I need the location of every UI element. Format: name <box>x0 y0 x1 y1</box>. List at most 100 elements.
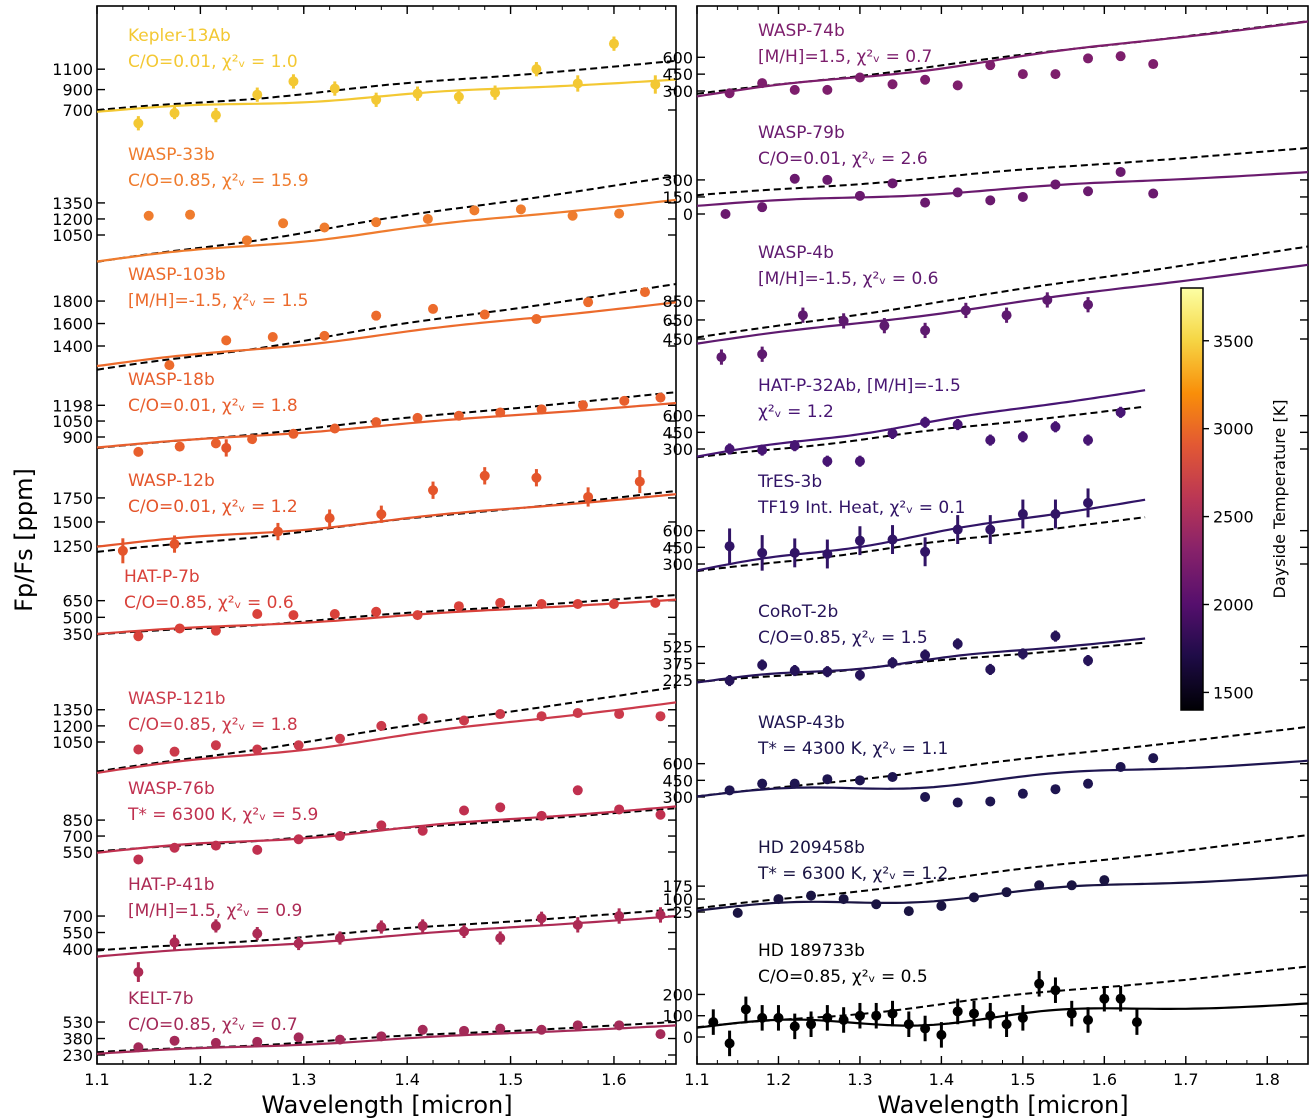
data-point <box>757 547 768 558</box>
data-point <box>1001 887 1012 898</box>
data-point <box>1050 509 1061 519</box>
data-point <box>822 666 833 677</box>
data-point <box>838 894 849 905</box>
data-point <box>495 597 506 608</box>
data-point <box>133 1042 144 1053</box>
y-tick-label: 1100 <box>52 60 93 79</box>
data-point <box>412 88 423 99</box>
data-point <box>329 83 340 94</box>
x-axis-label-right: Wavelength [micron] <box>877 1091 1128 1119</box>
y-axis-label: Fp/Fs [ppm] <box>10 468 38 612</box>
data-point <box>376 509 387 520</box>
y-tick-label: 300 <box>662 171 693 190</box>
y-tick-label: 600 <box>662 407 693 426</box>
y-tick-label: 450 <box>662 423 693 442</box>
data-point <box>985 664 996 675</box>
data-point <box>952 797 963 808</box>
data-point <box>210 1037 221 1048</box>
data-point <box>288 428 299 439</box>
y-tick-label: 100 <box>662 1007 693 1026</box>
planet-fit-label: C/O=0.85, χ²ᵥ = 0.6 <box>124 593 294 613</box>
data-point <box>952 1006 963 1017</box>
data-point <box>376 820 387 831</box>
data-point <box>319 330 330 341</box>
y-tick-label: 700 <box>62 907 93 926</box>
data-point <box>324 513 335 524</box>
data-point <box>495 933 506 944</box>
y-tick-label: 1200 <box>52 210 93 229</box>
data-point <box>871 1010 882 1021</box>
data-point <box>920 546 931 557</box>
model-curve <box>96 805 677 854</box>
data-point <box>133 118 144 129</box>
data-point <box>572 785 583 796</box>
data-point <box>495 709 506 720</box>
data-point <box>1083 497 1094 508</box>
x-tick-label: 1.8 <box>1255 1070 1280 1089</box>
y-tick-label: 450 <box>662 538 693 557</box>
planet-fit-label: C/O=0.01, χ²ᵥ = 1.0 <box>128 52 298 72</box>
data-point <box>650 79 661 90</box>
data-point <box>371 94 382 105</box>
planet-fit-label: [M/H]=-1.5, χ²ᵥ = 1.5 <box>128 291 308 311</box>
data-point <box>732 907 743 918</box>
data-point <box>920 74 931 85</box>
data-point <box>920 792 931 802</box>
data-point <box>376 720 387 731</box>
data-point <box>797 310 808 321</box>
data-point <box>210 625 221 636</box>
data-point <box>1050 784 1061 795</box>
data-point <box>838 1014 849 1025</box>
data-point <box>1083 299 1094 310</box>
data-point <box>1050 985 1061 996</box>
planet-name: HAT-P-41b <box>128 875 215 895</box>
data-point <box>1050 179 1061 190</box>
data-point <box>854 670 865 680</box>
data-point <box>417 1024 428 1035</box>
x-tick-label: 1.5 <box>498 1070 523 1089</box>
reference-model-curve <box>96 174 677 263</box>
planet-fit-label: [M/H]=1.5, χ²ᵥ = 0.9 <box>128 901 302 921</box>
x-tick-label: 1.6 <box>601 1070 626 1089</box>
left-panel: 1.1 1.2 1.3 1.4 1.5 1.67009001100Kepler-13AbC… <box>52 6 677 1089</box>
data-point <box>133 967 144 978</box>
y-tick-label: 450 <box>662 65 693 84</box>
data-point <box>789 778 800 789</box>
data-point <box>655 392 666 403</box>
data-point <box>887 657 898 668</box>
colorbar-label: Dayside Temperature [K] <box>1270 400 1289 599</box>
data-point <box>871 899 882 910</box>
data-point <box>169 539 180 550</box>
data-point <box>614 709 625 720</box>
data-point <box>469 205 480 216</box>
y-tick-label: 900 <box>62 81 93 100</box>
data-point <box>740 1004 751 1015</box>
data-point <box>567 210 578 221</box>
y-tick-label: 400 <box>62 940 93 959</box>
data-point <box>459 1025 470 1036</box>
data-point <box>822 1012 833 1023</box>
data-point <box>920 197 931 208</box>
y-tick-label: 100 <box>662 890 693 909</box>
model-curve <box>96 198 677 263</box>
y-tick-label: 380 <box>62 1030 93 1049</box>
data-point <box>572 78 583 89</box>
y-tick-label: 650 <box>662 311 693 330</box>
right-panel: 1.1 1.2 1.3 1.4 1.5 1.6 1.7 1.8300450600WASP-74… <box>662 6 1309 1089</box>
data-point <box>789 440 800 451</box>
data-point <box>968 892 979 903</box>
data-point <box>515 204 526 215</box>
data-point <box>887 534 898 545</box>
data-point <box>583 491 594 502</box>
y-tick-label: 230 <box>62 1046 93 1065</box>
data-point <box>1001 1019 1012 1030</box>
data-point <box>887 79 898 90</box>
planet-name: TrES-3b <box>757 472 822 492</box>
data-point <box>1017 788 1028 799</box>
x-tick-label: 1.5 <box>1010 1070 1035 1089</box>
data-point <box>985 435 996 446</box>
